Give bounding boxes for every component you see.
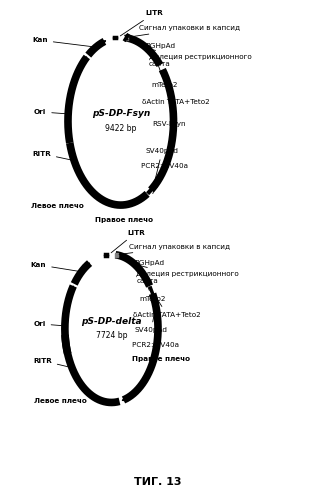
Text: pS-DP-delta: pS-DP-delta (81, 316, 142, 325)
Text: Kan: Kan (32, 37, 93, 47)
Text: RITR: RITR (33, 358, 69, 367)
Text: δActin TATA+Teto2: δActin TATA+Teto2 (143, 72, 210, 105)
Text: BGHpAd: BGHpAd (140, 42, 176, 49)
Text: mTeto2: mTeto2 (139, 276, 166, 302)
Text: PCR2: SV40a: PCR2: SV40a (141, 163, 188, 194)
Text: LITR: LITR (120, 10, 163, 36)
Text: PCR2: SV40a: PCR2: SV40a (131, 325, 179, 348)
Text: Ori: Ori (33, 321, 62, 327)
Text: pS-DP-Fsyn: pS-DP-Fsyn (92, 109, 150, 118)
Text: Сигнал упаковки в капсид: Сигнал упаковки в капсид (119, 244, 230, 254)
Text: δActin TATA+Teto2: δActin TATA+Teto2 (133, 291, 201, 317)
Text: ΤИГ. 13: ΤИГ. 13 (134, 478, 182, 488)
Text: Правое плечо: Правое плечо (131, 355, 190, 369)
Text: Делеция рестрикционного
сайта: Делеция рестрикционного сайта (149, 49, 252, 67)
Text: 9422 bp: 9422 bp (105, 124, 137, 133)
Text: SV40pAd: SV40pAd (146, 148, 179, 185)
Text: Левое плечо: Левое плечо (31, 203, 83, 209)
Text: Правое плечо: Правое плечо (95, 218, 153, 224)
Text: LITR: LITR (111, 230, 145, 253)
Bar (115, 253, 118, 257)
Text: 7724 bp: 7724 bp (96, 331, 127, 340)
Text: Ori: Ori (34, 109, 65, 115)
Text: Делеция рестрикционного
сайта: Делеция рестрикционного сайта (136, 265, 239, 284)
Text: SV40pAd: SV40pAd (135, 308, 168, 333)
Text: BGHpAd: BGHpAd (129, 258, 165, 266)
Text: Kan: Kan (31, 262, 79, 271)
Text: mTeto2: mTeto2 (152, 61, 178, 88)
Text: RITR: RITR (32, 151, 71, 160)
Bar (125, 35, 128, 40)
Text: RSV-Fsyn: RSV-Fsyn (152, 118, 185, 127)
Text: Левое плечо: Левое плечо (34, 398, 87, 404)
Text: Сигнал упаковки в капсид: Сигнал упаковки в капсид (128, 25, 240, 37)
